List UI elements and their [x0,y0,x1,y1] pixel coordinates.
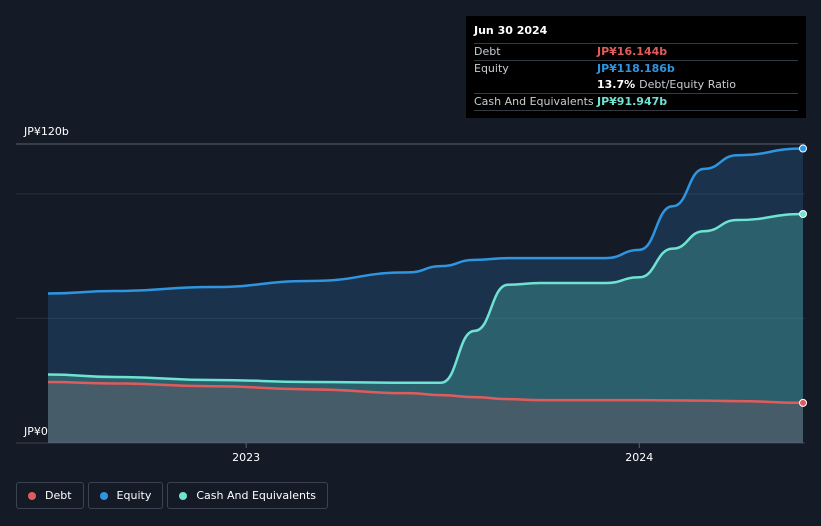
equity-line [47,147,804,295]
tooltip-ratio-label: Debt/Equity Ratio [639,78,736,91]
grid-lines [16,143,805,444]
tooltip-date: Jun 30 2024 [474,24,548,37]
tooltip-equity-value: JP¥118.186b [597,62,675,75]
legend-item-equity[interactable]: Equity [87,482,164,509]
tooltip-row-debt: Debt JP¥16.144b [474,43,798,60]
tooltip-debt-value: JP¥16.144b [597,45,668,58]
series-endpoints [799,144,807,407]
y-axis-bottom-label: JP¥0 [23,425,48,438]
debt-area [48,381,803,443]
legend-item-debt[interactable]: Debt [16,482,84,509]
legend: Debt Equity Cash And Equivalents [16,482,328,509]
tooltip-ratio-value: 13.7% [597,78,636,91]
legend-equity-label: Equity [116,489,152,502]
legend-cash-label: Cash And Equivalents [196,489,316,502]
tooltip-row-equity: Equity JP¥118.186b [474,60,798,77]
debt-dot-icon [28,491,36,500]
tooltip-debt-label: Debt [474,45,501,58]
tooltip-equity-label: Equity [474,62,509,75]
legend-item-cash[interactable]: Cash And Equivalents [167,482,328,509]
legend-debt-label: Debt [45,489,72,502]
cash-dot-icon [179,491,188,500]
tooltip-row-ratio: 13.7% Debt/Equity Ratio [474,77,798,93]
x-axis-ticks: 2023 2024 [232,443,653,464]
debt-line [47,380,804,405]
equity-endpoint [799,144,807,153]
tooltip-row-cash: Cash And Equivalents JP¥91.947b [474,93,798,110]
tooltip-cash-label: Cash And Equivalents [474,95,594,108]
equity-dot-icon [99,491,108,500]
series-areas [48,148,803,444]
tooltip: Jun 30 2024 Debt JP¥16.144b Equity JP¥11… [466,16,806,118]
debt-endpoint [799,398,807,407]
x-tick-label-2024: 2024 [625,451,653,464]
y-axis-top-label: JP¥120b [23,125,69,138]
equity-area [48,148,803,444]
tooltip-cash-value: JP¥91.947b [597,95,668,108]
cash-and-equivalents-line [47,212,804,384]
x-tick-label-2023: 2023 [232,451,260,464]
series-lines [47,147,804,405]
cash-and-equivalents-endpoint [799,210,807,219]
